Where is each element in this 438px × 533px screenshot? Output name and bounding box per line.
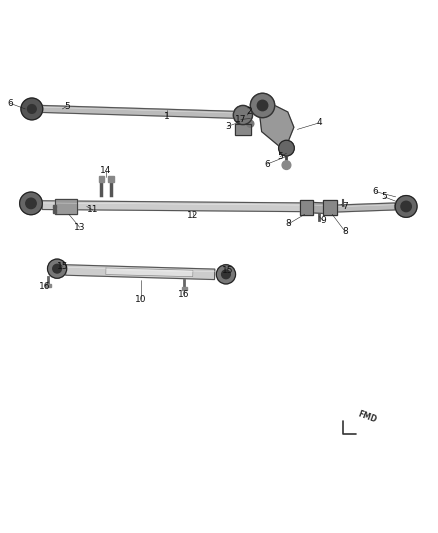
- Circle shape: [395, 196, 417, 217]
- Bar: [99, 176, 104, 182]
- Text: 9: 9: [321, 216, 326, 225]
- Circle shape: [28, 104, 36, 114]
- Bar: [235, 124, 251, 135]
- Text: 10: 10: [135, 295, 146, 304]
- Bar: [55, 199, 77, 214]
- Text: 6: 6: [373, 187, 378, 196]
- Circle shape: [21, 98, 43, 120]
- Polygon shape: [42, 201, 306, 212]
- Bar: [53, 209, 56, 213]
- Bar: [300, 200, 313, 215]
- Text: 5: 5: [277, 152, 283, 161]
- Text: 5: 5: [381, 192, 387, 201]
- Text: 4: 4: [316, 118, 322, 127]
- Text: 5: 5: [64, 102, 70, 111]
- Text: 11: 11: [87, 205, 99, 214]
- Text: 13: 13: [74, 223, 85, 232]
- Circle shape: [247, 120, 254, 127]
- Circle shape: [20, 192, 42, 215]
- Bar: [109, 176, 114, 182]
- Circle shape: [282, 161, 291, 169]
- Text: 2: 2: [247, 108, 252, 117]
- Text: 7: 7: [343, 202, 348, 211]
- Polygon shape: [306, 202, 332, 214]
- Polygon shape: [66, 265, 215, 279]
- Circle shape: [47, 259, 67, 278]
- Bar: [182, 287, 187, 290]
- Text: 14: 14: [100, 166, 112, 175]
- Circle shape: [401, 201, 411, 212]
- Polygon shape: [334, 203, 395, 212]
- Text: 16: 16: [178, 290, 190, 300]
- Bar: [323, 200, 336, 215]
- Text: FMD: FMD: [357, 409, 378, 424]
- Bar: [55, 199, 77, 214]
- Polygon shape: [42, 106, 243, 118]
- Circle shape: [222, 270, 230, 279]
- Circle shape: [251, 93, 275, 118]
- Bar: [235, 124, 251, 135]
- Circle shape: [26, 198, 36, 208]
- Bar: [46, 284, 50, 287]
- Text: 12: 12: [187, 211, 198, 220]
- Circle shape: [257, 100, 268, 111]
- Circle shape: [216, 265, 236, 284]
- Text: 15: 15: [57, 262, 68, 271]
- Circle shape: [53, 264, 61, 273]
- Bar: [300, 200, 313, 215]
- Circle shape: [279, 140, 294, 156]
- Text: 3: 3: [225, 122, 230, 131]
- Text: 1: 1: [164, 112, 170, 121]
- Text: 8: 8: [343, 227, 348, 236]
- Text: 6: 6: [264, 160, 270, 169]
- Circle shape: [233, 106, 253, 125]
- Bar: [323, 200, 336, 215]
- Polygon shape: [106, 268, 193, 277]
- Text: 17: 17: [235, 115, 247, 124]
- Text: 8: 8: [286, 220, 292, 228]
- Text: 6: 6: [7, 99, 13, 108]
- Text: 16: 16: [39, 281, 51, 290]
- Bar: [53, 205, 56, 208]
- Text: 15: 15: [222, 266, 233, 276]
- Polygon shape: [258, 102, 294, 147]
